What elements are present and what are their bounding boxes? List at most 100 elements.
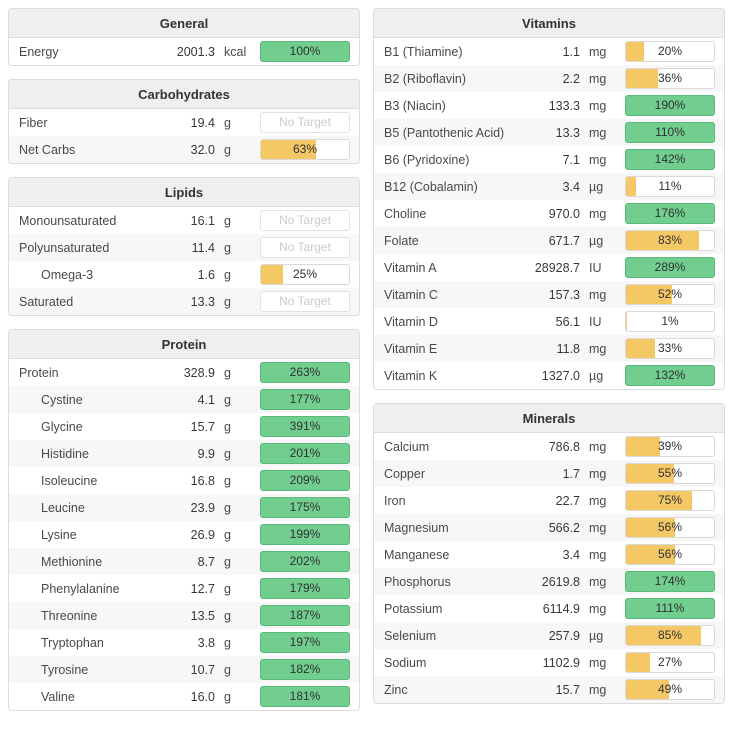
nutrient-row[interactable]: B1 (Thiamine) 1.1 mg 20% [374, 38, 724, 65]
nutrient-row[interactable]: B5 (Pantothenic Acid) 13.3 mg 110% [374, 119, 724, 146]
nutrient-name: Cystine [41, 392, 83, 407]
nutrient-row[interactable]: Phenylalanine 12.7 g 179% [9, 575, 359, 602]
nutrient-amount: 12.7 [190, 581, 215, 596]
nutrient-name: Calcium [384, 439, 430, 454]
nutrient-row[interactable]: Iron 22.7 mg 75% [374, 487, 724, 514]
nutrient-row[interactable]: Energy 2001.3 kcal 100% [9, 38, 359, 65]
nutrient-amount: 26.9 [190, 527, 215, 542]
nutrient-row[interactable]: Net Carbs 32.0 g 63% [9, 136, 359, 163]
nutrient-row[interactable]: B3 (Niacin) 133.3 mg 190% [374, 92, 724, 119]
target-progress-label: 75% [657, 493, 683, 507]
target-progress-label: 110% [655, 125, 685, 139]
panel-lipids: Lipids Monounsaturated 16.1 g No Target … [8, 177, 360, 316]
nutrient-row[interactable]: Fiber 19.4 g No Target [9, 109, 359, 136]
target-progress-pill: 175% [260, 497, 350, 518]
nutrient-row[interactable]: Phosphorus 2619.8 mg 174% [374, 568, 724, 595]
nutrient-row[interactable]: Vitamin A 28928.7 IU 289% [374, 254, 724, 281]
nutrient-row[interactable]: Glycine 15.7 g 391% [9, 413, 359, 440]
nutrient-row[interactable]: Sodium 1102.9 mg 27% [374, 649, 724, 676]
target-progress-pill: 63% [260, 139, 350, 160]
nutrient-row[interactable]: Tryptophan 3.8 g 197% [9, 629, 359, 656]
nutrient-row[interactable]: Selenium 257.9 µg 85% [374, 622, 724, 649]
nutrient-unit: mg [589, 152, 607, 167]
nutrient-row[interactable]: Histidine 9.9 g 201% [9, 440, 359, 467]
target-progress-fill [626, 285, 672, 304]
nutrient-name: Methionine [41, 554, 103, 569]
target-progress-pill: 132% [625, 365, 715, 386]
nutrient-amount: 9.9 [197, 446, 215, 461]
nutrient-row[interactable]: Lysine 26.9 g 199% [9, 521, 359, 548]
target-progress-fill [626, 437, 661, 456]
target-progress-fill [626, 464, 675, 483]
panel-rows: Protein 328.9 g 263% Cystine 4.1 g 177% … [9, 359, 359, 710]
nutrient-name: Histidine [41, 446, 89, 461]
nutrient-row[interactable]: Folate 671.7 µg 83% [374, 227, 724, 254]
nutrient-row[interactable]: B2 (Riboflavin) 2.2 mg 36% [374, 65, 724, 92]
nutrient-row[interactable]: Polyunsaturated 11.4 g No Target [9, 234, 359, 261]
nutrient-row[interactable]: Zinc 15.7 mg 49% [374, 676, 724, 703]
nutrient-row[interactable]: Vitamin E 11.8 mg 33% [374, 335, 724, 362]
target-progress-label: 33% [657, 341, 683, 355]
target-progress-fill [626, 518, 676, 537]
nutrient-row[interactable]: Choline 970.0 mg 176% [374, 200, 724, 227]
nutrient-row[interactable]: Tyrosine 10.7 g 182% [9, 656, 359, 683]
target-progress-label: 391% [289, 419, 321, 433]
nutrient-amount: 1.7 [562, 466, 580, 481]
nutrient-amount: 16.1 [190, 213, 215, 228]
nutrient-amount: 16.8 [190, 473, 215, 488]
nutrient-row[interactable]: B12 (Cobalamin) 3.4 µg 11% [374, 173, 724, 200]
nutrient-row[interactable]: Magnesium 566.2 mg 56% [374, 514, 724, 541]
target-progress-pill: 85% [625, 625, 715, 646]
nutrient-name: Manganese [384, 547, 450, 562]
nutrient-row[interactable]: Valine 16.0 g 181% [9, 683, 359, 710]
nutrient-row[interactable]: Methionine 8.7 g 202% [9, 548, 359, 575]
nutrient-row[interactable]: Cystine 4.1 g 177% [9, 386, 359, 413]
nutrient-row[interactable]: Vitamin K 1327.0 µg 132% [374, 362, 724, 389]
target-progress-label: No Target [279, 240, 331, 254]
nutrient-name: Protein [19, 365, 59, 380]
nutrient-unit: g [224, 115, 231, 130]
nutrient-row[interactable]: Protein 328.9 g 263% [9, 359, 359, 386]
nutrient-row[interactable]: Isoleucine 16.8 g 209% [9, 467, 359, 494]
nutrient-row[interactable]: Threonine 13.5 g 187% [9, 602, 359, 629]
nutrient-row[interactable]: Calcium 786.8 mg 39% [374, 433, 724, 460]
nutrient-row[interactable]: Omega-3 1.6 g 25% [9, 261, 359, 288]
nutrient-row[interactable]: Monounsaturated 16.1 g No Target [9, 207, 359, 234]
nutrient-unit: µg [589, 233, 604, 248]
nutrient-row[interactable]: Vitamin D 56.1 IU 1% [374, 308, 724, 335]
nutrient-row[interactable]: Saturated 13.3 g No Target [9, 288, 359, 315]
target-progress-label: 142% [654, 152, 686, 166]
target-progress-label: 63% [292, 142, 318, 156]
target-progress-label: 111% [655, 601, 685, 615]
nutrient-amount: 328.9 [183, 365, 215, 380]
nutrient-row[interactable]: Vitamin C 157.3 mg 52% [374, 281, 724, 308]
target-progress-label: 20% [657, 44, 683, 58]
nutrient-unit: IU [589, 260, 602, 275]
target-progress-pill: 199% [260, 524, 350, 545]
nutrient-amount: 133.3 [548, 98, 580, 113]
nutrient-unit: g [224, 689, 231, 704]
target-progress-pill: 56% [625, 517, 715, 538]
nutrient-amount: 157.3 [548, 287, 580, 302]
nutrient-unit: mg [589, 287, 607, 302]
target-progress-pill: 181% [260, 686, 350, 707]
nutrient-amount: 15.7 [555, 682, 580, 697]
target-progress-label: No Target [279, 213, 331, 227]
nutrient-row[interactable]: Potassium 6114.9 mg 111% [374, 595, 724, 622]
nutrient-row[interactable]: Leucine 23.9 g 175% [9, 494, 359, 521]
target-progress-pill: 187% [260, 605, 350, 626]
nutrient-unit: mg [589, 439, 607, 454]
target-progress-label: 182% [289, 662, 321, 676]
nutrient-row[interactable]: Manganese 3.4 mg 56% [374, 541, 724, 568]
target-progress-pill: 142% [625, 149, 715, 170]
nutrient-unit: g [224, 446, 231, 461]
target-progress-pill: 56% [625, 544, 715, 565]
target-progress-label: 174% [654, 574, 686, 588]
nutrient-row[interactable]: B6 (Pyridoxine) 7.1 mg 142% [374, 146, 724, 173]
target-progress-label: No Target [279, 115, 331, 129]
nutrient-row[interactable]: Copper 1.7 mg 55% [374, 460, 724, 487]
nutrient-amount: 56.1 [555, 314, 580, 329]
nutrient-amount: 16.0 [190, 689, 215, 704]
target-progress-pill: 174% [625, 571, 715, 592]
nutrient-unit: mg [589, 547, 607, 562]
